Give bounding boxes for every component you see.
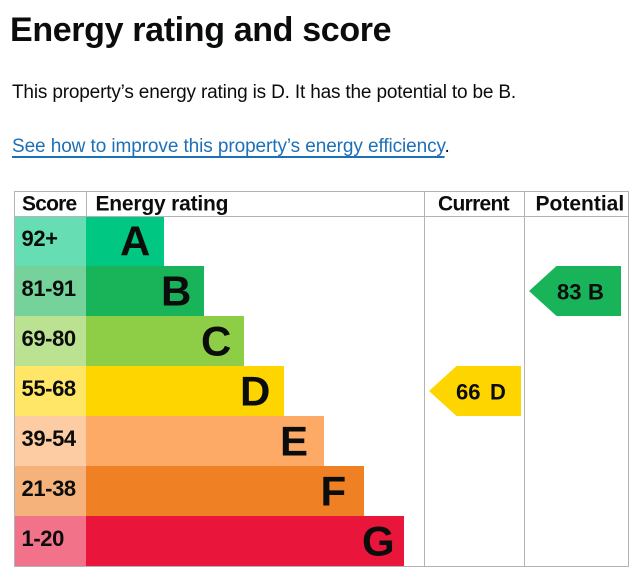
svg-text:66: 66 [456,379,480,404]
svg-text:Energy rating: Energy rating [95,193,228,216]
svg-text:39-54: 39-54 [21,426,76,451]
svg-text:69-80: 69-80 [21,326,75,351]
svg-text:D: D [240,367,270,414]
svg-text:92+: 92+ [21,226,57,251]
svg-text:Current: Current [438,193,510,216]
svg-text:55-68: 55-68 [21,376,75,401]
svg-text:A: A [120,217,150,264]
svg-text:83: 83 [557,280,581,305]
svg-text:E: E [280,417,308,464]
svg-text:C: C [201,317,231,364]
svg-text:F: F [320,467,346,514]
svg-text:Score: Score [22,193,76,216]
svg-text:D: D [490,379,506,404]
svg-text:81-91: 81-91 [21,276,75,301]
svg-text:B: B [588,280,604,305]
svg-text:Potential: Potential [535,193,624,216]
svg-text:21-38: 21-38 [21,476,75,501]
svg-text:B: B [161,267,191,314]
svg-text:G: G [362,517,395,564]
svg-text:1-20: 1-20 [21,526,64,551]
